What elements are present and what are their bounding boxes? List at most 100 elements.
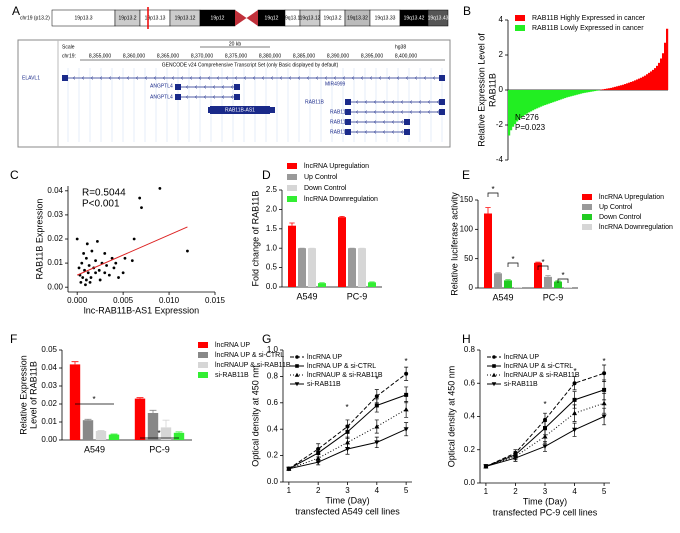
scale-label: Scale — [62, 44, 75, 50]
bar — [642, 76, 645, 90]
bar — [518, 90, 521, 120]
exon — [345, 99, 351, 105]
point — [107, 273, 111, 277]
error-bar — [71, 361, 79, 365]
bar — [318, 283, 326, 287]
band-label: 19p13.13 — [145, 15, 166, 21]
y-tick-label: 0.03 — [41, 381, 57, 390]
bar — [147, 413, 159, 440]
panel-label: C — [10, 168, 19, 182]
scale-size: 20 kb — [229, 41, 241, 47]
legend-swatch — [582, 214, 592, 220]
chrom-label: chr19: — [62, 53, 76, 59]
exon — [62, 75, 68, 81]
x-tick-label: 5 — [404, 486, 409, 495]
bar — [650, 71, 653, 90]
y-tick-label: 0.8 — [267, 372, 279, 381]
y-tick-label: 0.01 — [47, 258, 63, 267]
y-axis-label: Optical density at 450 nm — [446, 366, 456, 468]
bar — [544, 90, 547, 106]
point — [75, 237, 79, 241]
strand-arrow — [382, 120, 386, 124]
strand-arrow — [427, 100, 431, 104]
y-axis-label: Fold change of RAB11B — [250, 191, 260, 287]
bar — [648, 72, 651, 90]
gene-label: MIR4999 — [325, 81, 346, 87]
point — [138, 196, 142, 200]
gene-label: RAB11B — [305, 99, 324, 105]
legend-swatch — [287, 185, 297, 191]
strand-arrow — [400, 130, 404, 134]
strand-arrow — [373, 120, 377, 124]
legend-label: si-RAB11B — [504, 381, 538, 388]
error-bar — [535, 261, 541, 263]
strand-arrow — [427, 110, 431, 114]
chromosome-band — [427, 9, 449, 27]
legend-swatch — [198, 362, 208, 368]
bar — [634, 80, 637, 90]
marker — [572, 427, 578, 433]
strand-arrow — [387, 76, 391, 80]
bar — [508, 90, 511, 136]
legend-swatch — [582, 204, 592, 210]
bar — [568, 90, 571, 97]
x-tick-label: 0.010 — [159, 296, 180, 305]
strand-arrow — [189, 76, 193, 80]
y-tick-label: -4 — [496, 155, 504, 164]
strand-arrow — [135, 76, 139, 80]
x-axis-label: Time (Day) — [325, 495, 369, 505]
bar — [570, 90, 573, 97]
point — [83, 268, 86, 272]
bar — [592, 90, 595, 92]
bar — [652, 69, 655, 90]
point — [85, 242, 89, 246]
bar — [510, 90, 513, 131]
bar — [620, 85, 623, 90]
bar — [602, 89, 605, 90]
strand-arrow — [221, 95, 225, 99]
legend-swatch — [198, 342, 208, 348]
strand-arrow — [355, 120, 359, 124]
point — [77, 266, 81, 270]
strand-arrow — [194, 85, 198, 89]
strand-arrow — [144, 76, 148, 80]
bar — [610, 87, 613, 90]
y-tick-label: 4 — [499, 15, 504, 24]
significance-bracket — [557, 278, 569, 283]
strand-arrow — [288, 76, 292, 80]
legend-label: si-RAB11B — [215, 372, 249, 379]
point — [79, 280, 83, 284]
bar — [512, 90, 515, 127]
position-label: 8,380,000 — [259, 53, 281, 59]
strand-arrow — [230, 85, 234, 89]
legend-marker — [491, 372, 497, 377]
strand-arrow — [391, 100, 395, 104]
bar — [558, 90, 561, 101]
strand-arrow — [382, 100, 386, 104]
bar — [574, 90, 577, 96]
strand-arrow — [351, 76, 355, 80]
marker — [602, 387, 607, 392]
strand-arrow — [90, 76, 94, 80]
point — [81, 276, 85, 279]
gene-label: RAB11B — [330, 109, 349, 115]
bar — [606, 88, 609, 90]
y-tick-label: 0.6 — [267, 398, 279, 407]
y-axis-label: RAB11B Expression — [34, 199, 44, 280]
marker — [543, 417, 547, 422]
x-tick-label: A549 — [296, 291, 317, 301]
marker — [374, 394, 379, 399]
strand-arrow — [364, 130, 368, 134]
strand-arrow — [360, 76, 364, 80]
strand-arrow — [180, 76, 184, 80]
position-label: 8,365,000 — [157, 53, 179, 59]
x-tick-label: PC-9 — [543, 292, 564, 302]
bar — [82, 420, 94, 440]
point — [105, 264, 108, 267]
chromosome-label: chr19 (p13.2) — [20, 15, 50, 21]
bar — [640, 77, 643, 90]
strand-arrow — [355, 110, 359, 114]
strand-arrow — [99, 76, 103, 80]
band-label: 19q13.2 — [323, 15, 341, 21]
strand-arrow — [391, 120, 395, 124]
